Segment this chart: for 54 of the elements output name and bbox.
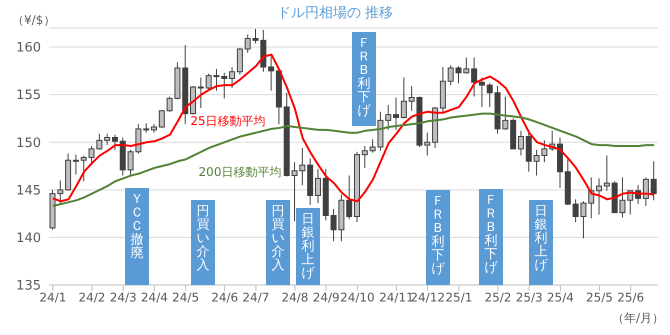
candlestick	[292, 162, 298, 222]
candlestick	[456, 66, 462, 84]
callout-box: ＹＣＣ撤廃	[125, 188, 149, 285]
x-tick-label: 25/5	[586, 290, 613, 305]
series-label: 25日移動平均	[190, 114, 266, 128]
annotation: ＹＣＣ撤廃	[130, 192, 144, 261]
x-tick-label: 24/8	[281, 290, 308, 305]
chart-title: ドル円相場の 推移	[276, 5, 394, 21]
x-tick-label: 25/4	[546, 290, 574, 305]
candlestick	[252, 28, 258, 44]
callout-box: ＦＲＢ利下げ	[352, 32, 376, 126]
candlestick	[213, 68, 220, 92]
annotation: 日銀利上げ	[302, 212, 316, 281]
annotation: 円買い介入	[196, 204, 210, 273]
annotation: 円買い介入	[272, 204, 284, 273]
y-tick-label: 150	[16, 136, 41, 151]
x-tick-label: 24/12	[410, 290, 445, 305]
y-tick-label: 155	[16, 88, 41, 104]
x-tick-label: 25/1	[445, 290, 472, 305]
candlestick	[596, 178, 602, 216]
x-tick-label: 24/5	[172, 290, 200, 305]
x-tick-label: 25/2	[484, 290, 512, 305]
x-tick-label: 24/2	[78, 290, 106, 305]
x-tick-label: 24/9	[312, 290, 340, 305]
candlestick	[393, 96, 400, 130]
series-label: 200日移動平均	[198, 165, 282, 179]
y-tick-label: 145	[16, 183, 41, 198]
x-tick-label: 24/4	[140, 290, 168, 305]
y-tick-label: 135	[16, 278, 41, 294]
y-tick-label: 160	[16, 40, 41, 56]
candlestick	[518, 130, 524, 156]
callout-box: 円買い介入	[266, 200, 290, 285]
callout-box: ＦＲＢ利下げ	[479, 189, 503, 285]
y-axis-title: （¥/$）	[12, 13, 56, 27]
annotation: ＦＲＢ利下げ	[432, 194, 446, 276]
x-tick-label: 24/3	[110, 290, 137, 305]
callout-box: 日銀利上げ	[529, 200, 553, 285]
callout-box: 日銀利上げ	[296, 208, 320, 285]
x-tick-label: 24/6	[211, 290, 238, 305]
x-tick-label: 25/3	[516, 290, 543, 305]
x-axis-title: （年/月）	[612, 311, 664, 325]
x-tick-label: 25/6	[617, 290, 644, 305]
annotation: ＦＲＢ利下げ	[484, 193, 498, 276]
candlestick	[314, 168, 321, 204]
y-tick-label: 140	[16, 231, 41, 246]
x-tick-label: 24/7	[242, 290, 270, 305]
annotation: 日銀利上げ	[534, 204, 548, 273]
callout-box: 円買い介入	[191, 200, 215, 285]
x-tick-label: 24/1	[39, 290, 66, 305]
candlestick	[112, 134, 118, 150]
callout-box: ＦＲＢ利下げ	[426, 190, 450, 285]
candlestick	[619, 176, 626, 218]
annotation: ＦＲＢ利下げ	[358, 36, 372, 118]
x-tick-label: 24/10	[340, 290, 375, 305]
